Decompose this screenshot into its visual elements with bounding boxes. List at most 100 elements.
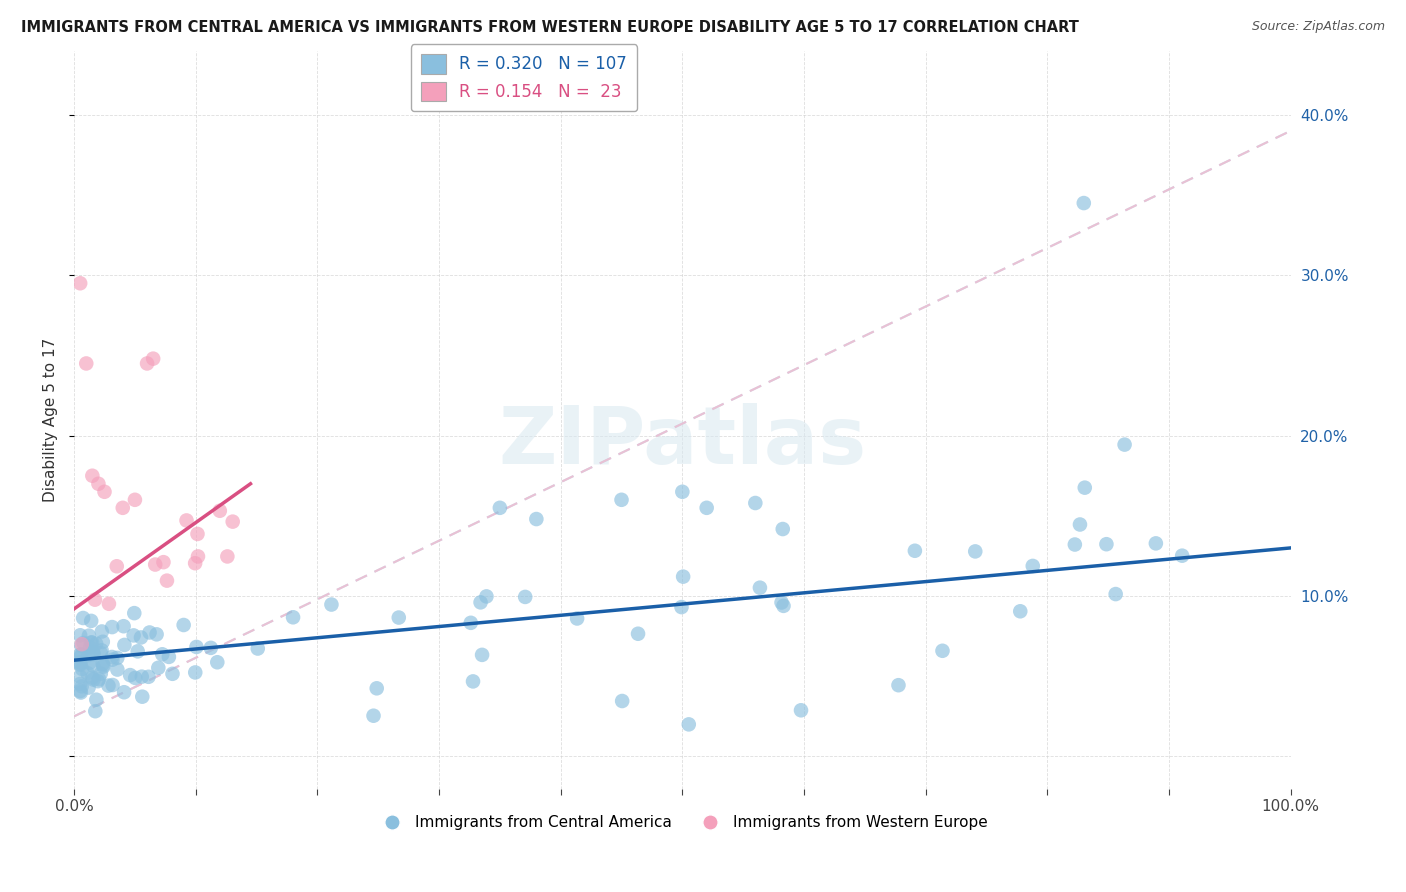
Point	[101, 650, 124, 665]
Point	[101, 678, 124, 692]
Point	[1073, 196, 1095, 211]
Point	[208, 504, 231, 518]
Point	[1074, 481, 1097, 495]
Point	[91, 657, 114, 671]
Point	[366, 681, 388, 696]
Point	[222, 515, 245, 529]
Point	[131, 670, 153, 684]
Point	[84, 704, 107, 718]
Legend: Immigrants from Central America, Immigrants from Western Europe: Immigrants from Central America, Immigra…	[371, 809, 994, 836]
Point	[475, 590, 498, 604]
Point	[124, 492, 146, 507]
Point	[176, 513, 198, 527]
Point	[200, 640, 222, 655]
Point	[69, 685, 91, 699]
Point	[388, 610, 411, 624]
Point	[87, 476, 110, 491]
Point	[82, 635, 104, 649]
Point	[72, 636, 94, 650]
Point	[790, 703, 813, 717]
Point	[1144, 536, 1167, 550]
Point	[671, 484, 693, 499]
Point	[156, 574, 179, 588]
Point	[131, 690, 153, 704]
Point	[136, 356, 159, 370]
Point	[90, 666, 112, 681]
Point	[145, 627, 167, 641]
Point	[84, 637, 107, 651]
Point	[82, 658, 104, 673]
Point	[471, 648, 494, 662]
Point	[69, 277, 91, 291]
Point	[70, 637, 93, 651]
Point	[70, 662, 93, 676]
Point	[93, 484, 115, 499]
Point	[904, 543, 927, 558]
Point	[772, 522, 794, 536]
Point	[143, 558, 166, 572]
Point	[184, 556, 207, 570]
Point	[1063, 537, 1085, 551]
Point	[87, 672, 110, 686]
Point	[79, 656, 101, 670]
Point	[69, 650, 91, 665]
Point	[887, 678, 910, 692]
Point	[138, 670, 160, 684]
Point	[157, 649, 180, 664]
Point	[489, 500, 512, 515]
Point	[363, 708, 385, 723]
Point	[515, 590, 537, 604]
Point	[124, 606, 146, 620]
Point	[162, 666, 184, 681]
Point	[246, 641, 269, 656]
Point	[744, 496, 766, 510]
Point	[672, 569, 695, 583]
Text: IMMIGRANTS FROM CENTRAL AMERICA VS IMMIGRANTS FROM WESTERN EUROPE DISABILITY AGE: IMMIGRANTS FROM CENTRAL AMERICA VS IMMIG…	[21, 20, 1078, 35]
Point	[77, 648, 100, 662]
Point	[772, 599, 794, 613]
Point	[217, 549, 239, 564]
Point	[1022, 558, 1045, 573]
Point	[696, 500, 718, 515]
Point	[72, 611, 94, 625]
Point	[460, 615, 482, 630]
Point	[75, 356, 97, 370]
Point	[1105, 587, 1128, 601]
Point	[86, 692, 108, 706]
Point	[1114, 437, 1136, 451]
Point	[69, 677, 91, 691]
Point	[90, 624, 112, 639]
Point	[524, 512, 547, 526]
Point	[173, 618, 195, 632]
Point	[90, 643, 112, 657]
Point	[1010, 604, 1032, 618]
Point	[770, 595, 793, 609]
Point	[321, 598, 343, 612]
Point	[152, 555, 174, 569]
Point	[82, 671, 104, 685]
Point	[69, 670, 91, 684]
Point	[1171, 549, 1194, 563]
Point	[69, 656, 91, 670]
Text: Source: ZipAtlas.com: Source: ZipAtlas.com	[1251, 20, 1385, 33]
Point	[627, 626, 650, 640]
Point	[1095, 537, 1118, 551]
Point	[612, 694, 634, 708]
Point	[124, 671, 146, 685]
Point	[186, 640, 208, 654]
Point	[127, 644, 149, 658]
Point	[101, 620, 124, 634]
Point	[84, 592, 107, 607]
Point	[105, 663, 128, 677]
Point	[69, 648, 91, 662]
Point	[207, 655, 229, 669]
Point	[80, 614, 103, 628]
Point	[101, 653, 124, 667]
Point	[97, 597, 120, 611]
Point	[70, 639, 93, 653]
Point	[82, 673, 104, 687]
Point	[187, 549, 209, 564]
Point	[79, 640, 101, 655]
Point	[70, 648, 93, 662]
Point	[965, 544, 987, 558]
